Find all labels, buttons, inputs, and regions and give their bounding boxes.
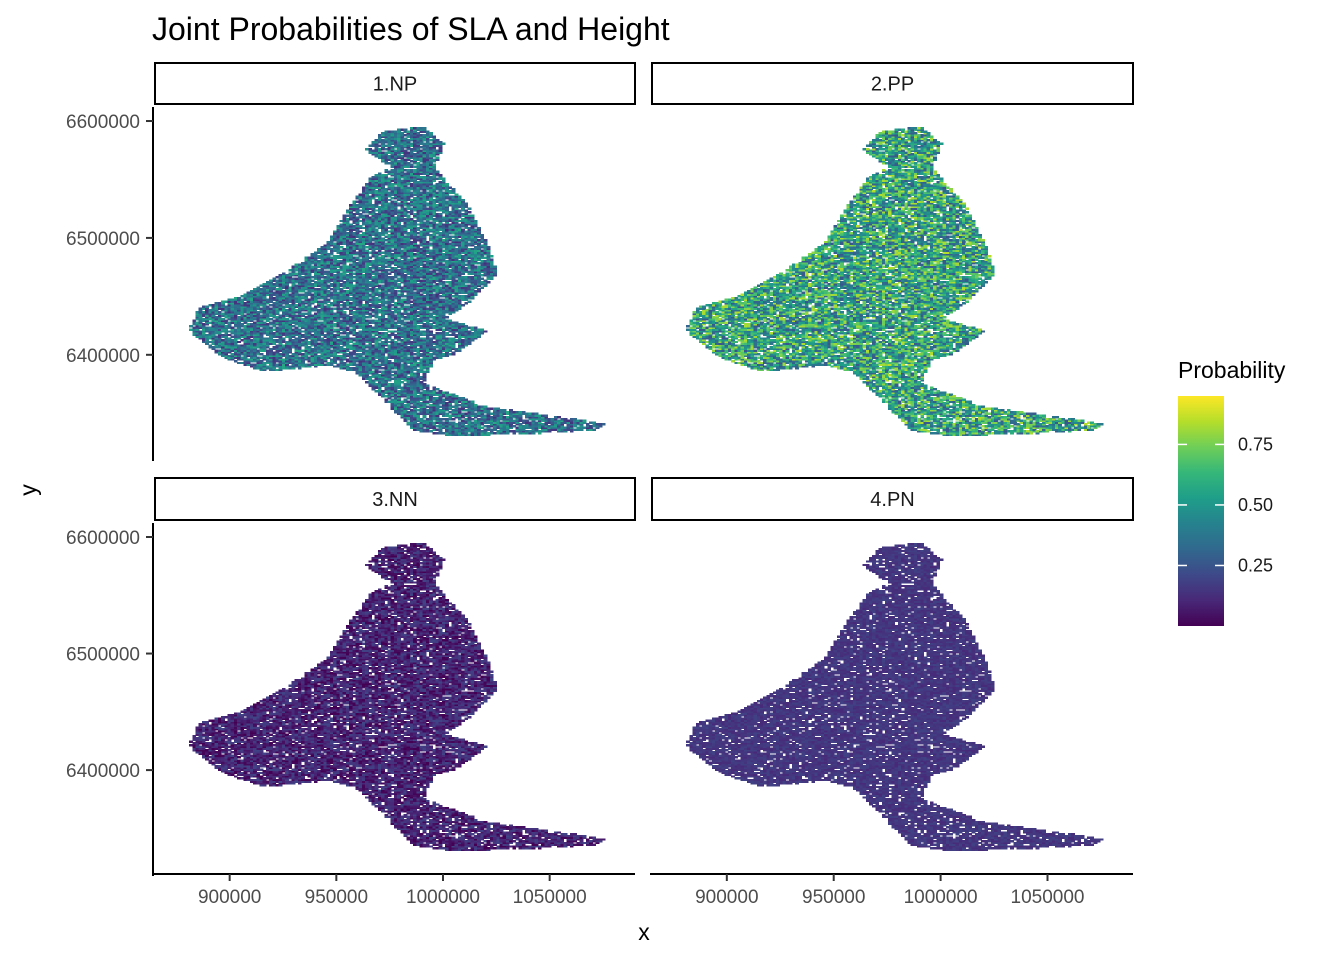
facet-3.NN: 3.NN	[154, 477, 636, 852]
y-tick-label: 6500000	[66, 645, 140, 666]
y-tick-label: 6500000	[66, 229, 140, 250]
facet-4.PN: 4.PN	[651, 477, 1134, 852]
legend-tick-label: 0.75	[1238, 434, 1273, 454]
x-tick-label: 900000	[695, 887, 758, 908]
facet-1.NP: 1.NP	[154, 62, 636, 437]
facet-strip	[651, 477, 1134, 521]
x-tick-label: 1000000	[904, 887, 978, 908]
legend-title: Probability	[1178, 357, 1286, 383]
y-tick-label: 6400000	[66, 346, 140, 367]
legend-tick-label: 0.25	[1238, 555, 1273, 575]
y-tick-label: 6600000	[66, 112, 140, 133]
facet-raster	[189, 542, 606, 852]
facet-strip-label: 4.PN	[870, 489, 914, 511]
x-tick-label: 950000	[802, 887, 865, 908]
y-tick-label: 6400000	[66, 761, 140, 782]
chart-title: Joint Probabilities of SLA and Height	[152, 11, 670, 47]
x-tick-label: 950000	[305, 887, 368, 908]
facet-2.PP: 2.PP	[651, 62, 1134, 437]
x-tick-label: 1000000	[406, 887, 480, 908]
facet-strip	[651, 62, 1134, 105]
y-axis-title: y	[15, 484, 41, 496]
x-axis-title: x	[638, 919, 650, 945]
axes: 6400000 6500000 6600000 6400000 6500000 66000…	[66, 107, 1133, 908]
x-tick-label: 1050000	[513, 887, 587, 908]
legend: Probability 0.25 0.50 0.75	[1178, 357, 1286, 626]
facet-strip	[154, 477, 636, 521]
y-tick-label: 6600000	[66, 528, 140, 549]
facet-raster	[686, 542, 1104, 852]
legend-tick-label: 0.50	[1238, 495, 1273, 515]
facet-strip-label: 1.NP	[373, 74, 417, 96]
x-tick-label: 900000	[198, 887, 261, 908]
facet-strip-label: 2.PP	[871, 74, 914, 96]
facet-strip	[154, 62, 636, 105]
legend-colorbar	[1178, 396, 1224, 626]
facet-raster	[189, 126, 606, 437]
facet-strip-label: 3.NN	[372, 489, 418, 511]
facet-panels: 1.NP 2.PP 3.NN 4.PN	[154, 62, 1134, 852]
facet-raster	[686, 126, 1104, 437]
x-tick-label: 1050000	[1011, 887, 1085, 908]
